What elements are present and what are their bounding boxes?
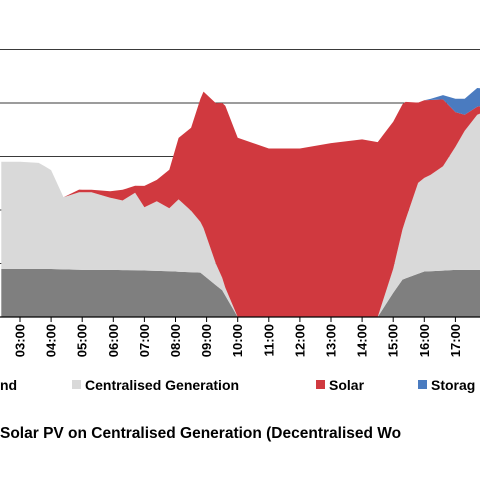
legend-label: nd bbox=[0, 377, 17, 393]
x-tick-label: 11:00 bbox=[261, 324, 276, 357]
x-tick-label: 15:00 bbox=[386, 324, 401, 357]
x-tick-label: 03:00 bbox=[13, 324, 28, 357]
plot-areas bbox=[1, 88, 480, 317]
area-series-centralised-generation bbox=[1, 113, 480, 317]
x-tick-label: 14:00 bbox=[355, 324, 370, 357]
x-axis: 03:00 04:00 05:00 06:00 07:00 08:00 09:00 10:00… bbox=[0, 316, 480, 357]
legend-swatch bbox=[418, 380, 427, 389]
x-tick-label: 16:00 bbox=[417, 324, 432, 357]
x-tick-label: 12:00 bbox=[292, 324, 307, 357]
area-series-solar bbox=[1, 91, 480, 317]
area-series-storag bbox=[1, 88, 480, 198]
x-tick-label: 06:00 bbox=[106, 324, 121, 357]
legend: nd Centralised Generation Solar Storag bbox=[0, 377, 475, 393]
legend-label: Centralised Generation bbox=[85, 377, 239, 393]
legend-swatch bbox=[316, 380, 325, 389]
x-tick-label: 17:00 bbox=[448, 324, 463, 357]
x-tick-label: 07:00 bbox=[137, 324, 152, 357]
x-tick-label: 04:00 bbox=[44, 324, 59, 357]
x-tick-label: 05:00 bbox=[75, 324, 90, 357]
area-series-nd bbox=[1, 268, 480, 317]
x-tick-label: 09:00 bbox=[199, 324, 214, 357]
legend-swatch bbox=[72, 380, 81, 389]
legend-label: Solar bbox=[329, 377, 365, 393]
x-tick-label: 08:00 bbox=[168, 324, 183, 357]
figure-caption: Solar PV on Centralised Generation (Dece… bbox=[0, 425, 401, 442]
x-tick-label: 10:00 bbox=[230, 324, 245, 357]
x-tick-label: 13:00 bbox=[324, 324, 339, 357]
legend-label: Storag bbox=[431, 377, 475, 393]
